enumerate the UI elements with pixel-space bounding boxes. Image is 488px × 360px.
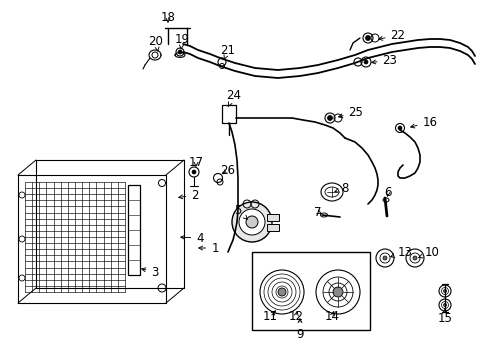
Circle shape bbox=[239, 209, 264, 235]
Text: 23: 23 bbox=[371, 54, 397, 67]
Circle shape bbox=[375, 249, 393, 267]
Text: 24: 24 bbox=[226, 89, 241, 107]
Circle shape bbox=[332, 287, 342, 297]
Circle shape bbox=[405, 249, 423, 267]
Circle shape bbox=[438, 299, 450, 311]
Text: 5: 5 bbox=[234, 203, 247, 219]
Circle shape bbox=[443, 303, 446, 306]
Text: 22: 22 bbox=[378, 28, 405, 41]
Bar bbox=[222, 105, 236, 123]
Circle shape bbox=[278, 288, 285, 296]
Text: 13: 13 bbox=[390, 246, 411, 258]
Text: 4: 4 bbox=[181, 231, 203, 244]
Text: 18: 18 bbox=[160, 10, 175, 23]
Text: 26: 26 bbox=[220, 163, 235, 176]
Circle shape bbox=[412, 256, 416, 260]
Text: 9: 9 bbox=[296, 319, 303, 341]
Text: 3: 3 bbox=[142, 266, 159, 279]
Text: 2: 2 bbox=[179, 189, 198, 202]
Text: 10: 10 bbox=[418, 246, 439, 258]
Circle shape bbox=[178, 50, 182, 54]
Bar bbox=[128, 185, 140, 275]
Text: 19: 19 bbox=[174, 32, 189, 49]
Circle shape bbox=[260, 270, 304, 314]
Text: 17: 17 bbox=[188, 156, 203, 168]
Text: 7: 7 bbox=[314, 206, 321, 219]
Text: 1: 1 bbox=[199, 242, 218, 255]
Circle shape bbox=[365, 36, 370, 41]
Text: 21: 21 bbox=[220, 44, 235, 59]
Ellipse shape bbox=[382, 198, 388, 202]
Circle shape bbox=[315, 270, 359, 314]
Circle shape bbox=[245, 216, 258, 228]
Text: 25: 25 bbox=[338, 105, 363, 118]
Ellipse shape bbox=[320, 213, 327, 217]
Text: 6: 6 bbox=[384, 185, 391, 198]
Text: 14: 14 bbox=[324, 310, 339, 324]
Circle shape bbox=[397, 126, 401, 130]
Circle shape bbox=[192, 170, 196, 174]
Text: 20: 20 bbox=[148, 35, 163, 51]
Text: 16: 16 bbox=[410, 116, 437, 129]
Ellipse shape bbox=[320, 183, 342, 201]
Bar bbox=[251, 252, 369, 330]
Text: 12: 12 bbox=[288, 310, 303, 324]
Circle shape bbox=[443, 289, 446, 292]
Bar bbox=[266, 224, 279, 231]
Circle shape bbox=[438, 285, 450, 297]
Bar bbox=[266, 214, 279, 221]
Text: 8: 8 bbox=[334, 181, 348, 194]
Text: 15: 15 bbox=[437, 309, 451, 324]
Circle shape bbox=[363, 60, 367, 64]
Text: 11: 11 bbox=[262, 310, 277, 324]
Circle shape bbox=[382, 256, 386, 260]
Circle shape bbox=[327, 116, 332, 121]
Circle shape bbox=[231, 202, 271, 242]
